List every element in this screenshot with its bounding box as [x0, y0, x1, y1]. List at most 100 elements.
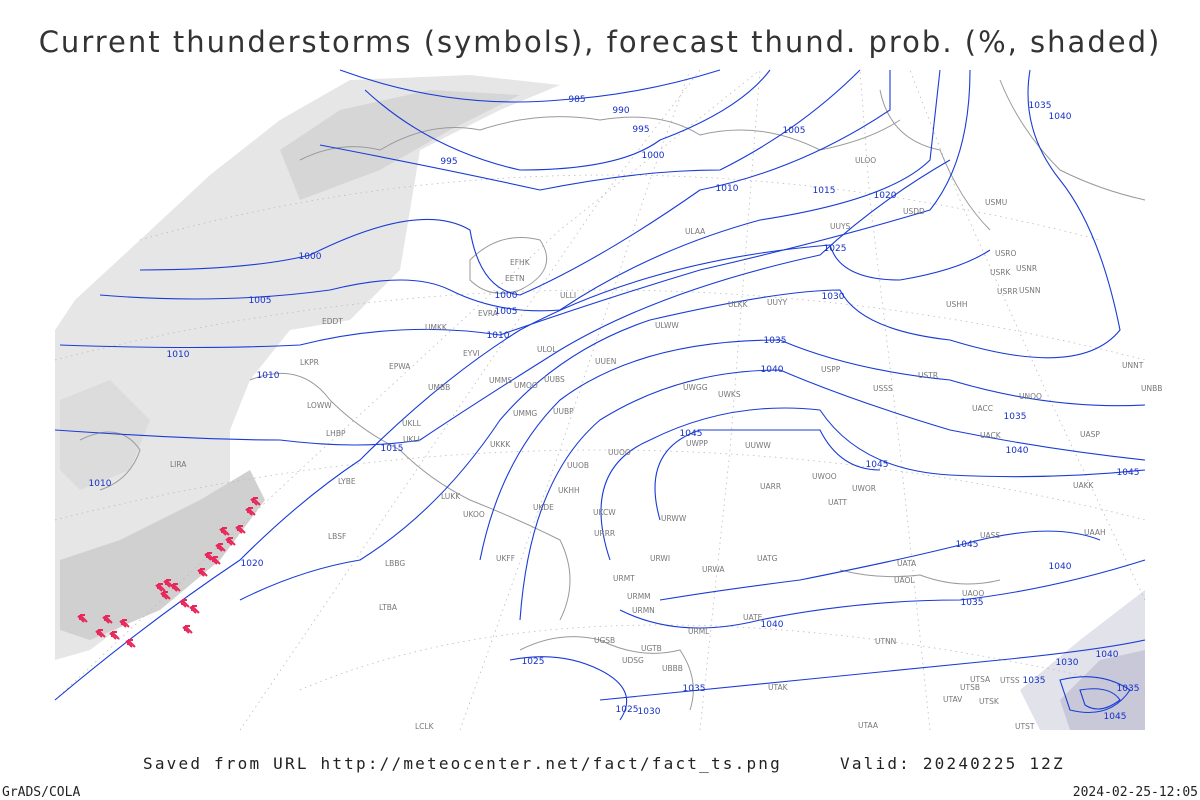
station-label: UKFF — [496, 554, 515, 563]
station-label: UUOB — [567, 461, 589, 470]
station-label: ULWW — [655, 321, 679, 330]
station-label: UWGG — [683, 383, 708, 392]
station-label: UNOO — [1019, 392, 1042, 401]
station-label: UKOO — [463, 510, 485, 519]
isobar-label: 1010 — [257, 371, 280, 381]
station-label: USPP — [821, 365, 841, 374]
station-label: URMT — [613, 574, 635, 583]
storm-symbol — [210, 556, 221, 565]
station-label: ULLI — [560, 291, 576, 300]
isobar-label: 1040 — [1006, 446, 1029, 456]
isobar-label: 985 — [568, 95, 585, 105]
station-label: LBSF — [328, 532, 346, 541]
station-label: UUBS — [544, 375, 565, 384]
storm-symbol — [102, 615, 113, 624]
station-label: LYBE — [338, 477, 356, 486]
station-label: UTSK — [979, 697, 1000, 706]
station-label: USNN — [1019, 286, 1040, 295]
station-label: UASP — [1080, 430, 1100, 439]
thunderstorm-symbols — [77, 497, 261, 648]
station-label: URWI — [650, 554, 670, 563]
station-label: EETN — [505, 274, 525, 283]
station-label: UATA — [897, 559, 917, 568]
storm-symbol — [109, 631, 120, 640]
storm-symbol — [163, 579, 174, 588]
isobar-label: 1025 — [616, 705, 639, 715]
station-label: UMMS — [489, 376, 512, 385]
station-label: LUKK — [441, 492, 461, 501]
isobar-label: 1020 — [241, 559, 264, 569]
station-label: UAOL — [894, 576, 915, 585]
station-label: UTST — [1015, 722, 1035, 731]
isobar-label: 995 — [440, 157, 457, 167]
isobar-label: 1010 — [167, 350, 190, 360]
isobar-label: 1025 — [522, 657, 545, 667]
station-labels: ULOO USDD ULAA UUYS USMU UUYY ULKK USHH USRO USRK… — [170, 156, 1162, 731]
isobar-label: 1005 — [495, 307, 518, 317]
storm-symbol — [215, 543, 226, 552]
isobar-label: 1010 — [89, 479, 112, 489]
title: Current thunderstorms (symbols), forecas… — [39, 25, 1162, 59]
isobar-label: 1035 — [1023, 676, 1046, 686]
station-label: USRR — [997, 287, 1018, 296]
software: GrADS/COLA — [2, 785, 80, 800]
station-label: URWA — [702, 565, 725, 574]
station-label: ULAA — [685, 227, 706, 236]
station-label: USNR — [1016, 264, 1037, 273]
isobar-label: 1035 — [1029, 101, 1052, 111]
station-label: LTBA — [379, 603, 398, 612]
storm-symbol — [77, 614, 88, 623]
isobar-label: 1000 — [642, 151, 665, 161]
storm-symbol — [219, 527, 230, 536]
station-label: EFHK — [510, 258, 531, 267]
isobar-label: 1005 — [249, 296, 272, 306]
station-label: UTAV — [943, 695, 963, 704]
station-label: UKLL — [402, 419, 422, 428]
valid-time: Valid: 20240225 12Z — [840, 754, 1065, 773]
isobar-label: 1045 — [956, 540, 979, 550]
isobar-label: 995 — [632, 125, 649, 135]
station-label: LKPR — [300, 358, 319, 367]
station-label: UKLI — [403, 435, 420, 444]
station-label: ULKK — [728, 300, 749, 309]
isobar-label: 1010 — [716, 184, 739, 194]
isobar-label: 1035 — [1117, 684, 1140, 694]
isobar-label: 1035 — [683, 684, 706, 694]
station-label: UNBB — [1141, 384, 1162, 393]
saved-url: Saved from URL http://meteocenter.net/fa… — [143, 754, 782, 773]
timestamp: 2024-02-25-12:05 — [1073, 785, 1198, 800]
isobar-label: 1040 — [1096, 650, 1119, 660]
station-label: UTSS — [1000, 676, 1020, 685]
station-label: UUYS — [830, 222, 851, 231]
isobar-label: 1040 — [1049, 562, 1072, 572]
storm-symbol — [170, 583, 181, 592]
station-label: UACC — [972, 404, 993, 413]
storm-symbol — [245, 507, 256, 516]
isobar-label: 1030 — [638, 707, 661, 717]
station-label: UNNT — [1122, 361, 1144, 370]
station-label: UAKK — [1073, 481, 1095, 490]
isobar-label: 1045 — [866, 460, 889, 470]
station-label: UKCW — [593, 508, 616, 517]
isobar-label: 1005 — [783, 126, 806, 136]
storm-symbol — [160, 591, 171, 600]
station-label: USSS — [873, 384, 893, 393]
station-label: UATG — [757, 554, 778, 563]
storm-symbol — [197, 568, 208, 577]
station-label: UWPP — [686, 439, 708, 448]
station-label: UMOO — [514, 381, 538, 390]
storm-symbol — [125, 639, 136, 648]
station-label: UWKS — [718, 390, 741, 399]
storm-symbol — [119, 619, 130, 628]
station-label: EPWA — [389, 362, 411, 371]
station-label: UUWW — [745, 441, 771, 450]
graticule — [54, 69, 1146, 731]
station-label: USRO — [995, 249, 1016, 258]
isobar-label: 1015 — [381, 444, 404, 454]
station-label: UACK — [980, 431, 1002, 440]
storm-symbol — [182, 625, 193, 634]
station-label: UTSB — [960, 683, 980, 692]
station-label: UUEN — [595, 357, 616, 366]
